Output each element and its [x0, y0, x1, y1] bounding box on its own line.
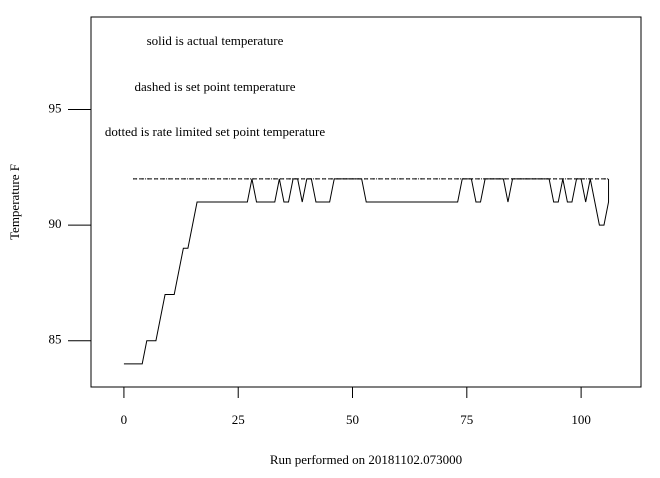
series-line	[123, 178, 610, 365]
y-tick-label: 90	[49, 216, 62, 231]
y-axis-label: Temperature F	[7, 164, 22, 240]
y-tick-label: 85	[49, 332, 62, 347]
plot-frame	[90, 16, 642, 388]
x-tick-label: 0	[121, 412, 128, 427]
annotation: dashed is set point temperature	[134, 79, 295, 94]
y-tick-label: 95	[49, 100, 62, 115]
x-tick-label: 25	[232, 412, 245, 427]
annotation: dotted is rate limited set point tempera…	[105, 124, 325, 139]
x-axis-label: Run performed on 20181102.073000	[270, 452, 462, 467]
annotation: solid is actual temperature	[147, 33, 284, 48]
x-tick-label: 100	[571, 412, 591, 427]
x-tick-label: 50	[346, 412, 359, 427]
x-tick-label: 75	[460, 412, 473, 427]
